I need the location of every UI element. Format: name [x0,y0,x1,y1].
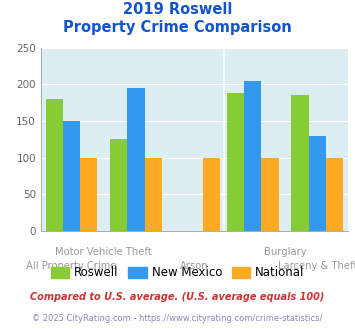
Text: Larceny & Theft: Larceny & Theft [278,261,355,271]
Text: Burglary: Burglary [264,247,306,256]
Bar [80,158,97,231]
Text: Compared to U.S. average. (U.S. average equals 100): Compared to U.S. average. (U.S. average … [30,292,325,302]
Text: All Property Crime: All Property Crime [26,261,117,271]
Bar [46,99,63,231]
Bar [127,88,144,231]
Bar [244,81,261,231]
Bar [261,158,279,231]
Bar [227,93,244,231]
Text: Arson: Arson [180,261,209,271]
Legend: Roswell, New Mexico, National: Roswell, New Mexico, National [46,262,309,284]
Bar [308,136,326,231]
Text: © 2025 CityRating.com - https://www.cityrating.com/crime-statistics/: © 2025 CityRating.com - https://www.city… [32,314,323,323]
Text: Motor Vehicle Theft: Motor Vehicle Theft [55,247,152,256]
Bar [326,158,343,231]
Bar [63,121,80,231]
Bar [144,158,162,231]
Text: Property Crime Comparison: Property Crime Comparison [63,20,292,35]
Text: 2019 Roswell: 2019 Roswell [123,2,232,16]
Bar [110,139,127,231]
Bar [203,158,220,231]
Bar [291,95,308,231]
